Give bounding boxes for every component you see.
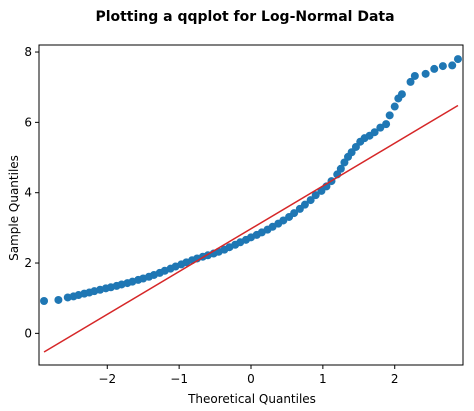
data-point: [54, 295, 63, 304]
data-point: [382, 120, 391, 129]
data-point: [351, 142, 360, 151]
y-tick-label: 0: [24, 326, 32, 340]
x-tick-label: −2: [98, 372, 116, 386]
data-point: [347, 148, 356, 157]
y-axis-ticks: 0 2 4 6 8: [24, 45, 39, 340]
reference-line-layer: [43, 104, 459, 353]
data-point: [306, 196, 315, 205]
data-point: [430, 64, 439, 73]
data-point: [406, 77, 415, 86]
data-point: [336, 164, 345, 173]
chart-title: Plotting a qqplot for Log-Normal Data: [95, 9, 394, 25]
data-point: [376, 123, 385, 132]
data-point: [300, 200, 309, 209]
data-point: [290, 209, 299, 218]
y-tick-label: 4: [24, 186, 32, 200]
x-tick-label: 2: [391, 372, 399, 386]
y-tick-label: 6: [24, 115, 32, 129]
x-tick-label: 1: [319, 372, 327, 386]
y-tick-label: 8: [24, 45, 32, 59]
x-tick-label: 0: [247, 372, 255, 386]
data-point: [390, 102, 399, 111]
x-tick-label: −1: [170, 372, 188, 386]
data-point: [397, 90, 406, 99]
data-point: [453, 55, 462, 64]
data-point: [311, 191, 320, 200]
scatter-points: [40, 55, 462, 305]
x-axis-label: Theoretical Quantiles: [187, 392, 316, 406]
data-point: [370, 128, 379, 137]
data-point: [385, 111, 394, 120]
data-point: [421, 69, 430, 78]
y-axis-label: Sample Quantiles: [7, 155, 21, 261]
reference-line: [43, 104, 459, 353]
data-point: [448, 61, 457, 70]
data-point: [438, 62, 447, 71]
data-point: [410, 71, 419, 80]
data-point: [279, 216, 288, 225]
y-tick-label: 2: [24, 256, 32, 270]
x-axis-ticks: −2 −1 0 1 2: [98, 365, 399, 386]
data-point: [40, 297, 49, 305]
